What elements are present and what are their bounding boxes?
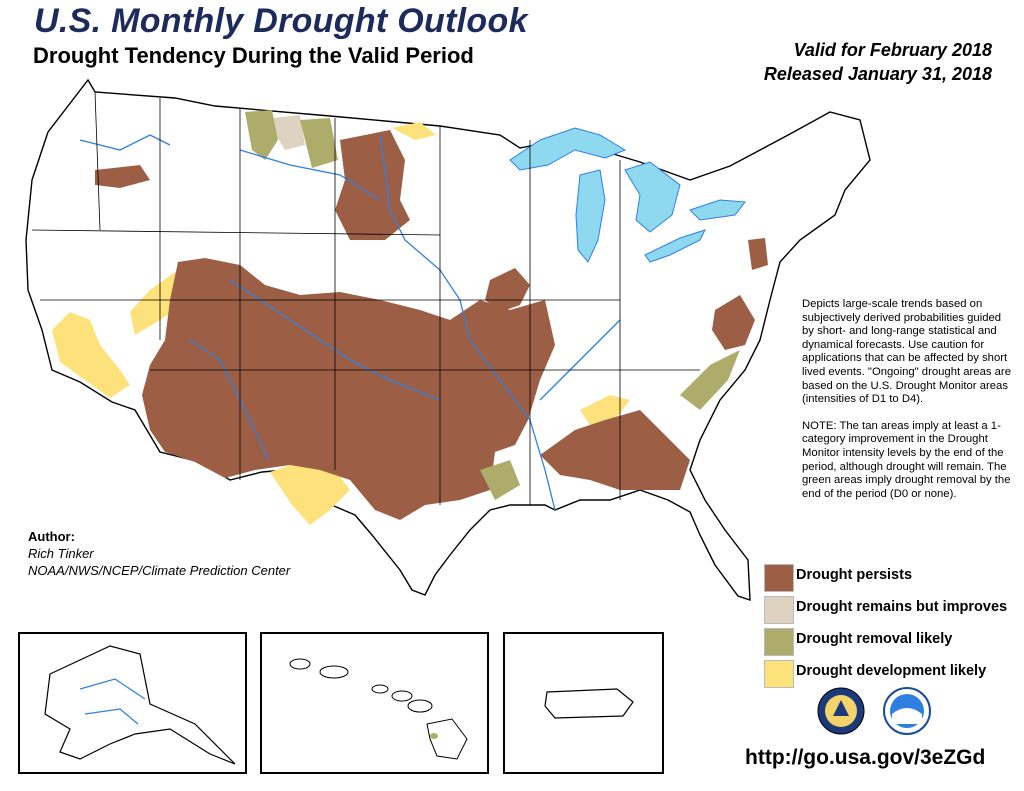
drought-removal-areas: [245, 110, 740, 500]
puerto-rico-map: [544, 688, 634, 719]
lake-superior: [509, 127, 627, 171]
description-text: Depicts large-scale trends based on subj…: [802, 298, 1016, 514]
lake-ontario: [689, 199, 746, 221]
valid-line: Valid for February 2018: [793, 40, 992, 60]
legend-label-removal: Drought removal likely: [796, 631, 953, 647]
description-paragraph-2: NOTE: The tan areas imply at least a 1-c…: [802, 419, 1011, 500]
alaska-inset: [18, 632, 247, 774]
author-org: NOAA/NWS/NCEP/Climate Prediction Center: [28, 563, 291, 578]
alaska-map: [44, 645, 236, 765]
puerto-rico-inset: [503, 632, 664, 774]
drought-improves-area: [272, 115, 305, 150]
hawaii-map: [289, 658, 468, 760]
legend-label-improves: Drought remains but improves: [796, 599, 1008, 615]
lake-huron: [624, 161, 681, 233]
lake-michigan: [575, 169, 606, 263]
legend-swatch-development: [764, 660, 794, 688]
noaa-logo-icon: [882, 686, 932, 741]
released-line: Released January 31, 2018: [763, 64, 992, 84]
valid-period: Valid for February 2018 Released January…: [764, 38, 992, 86]
doc-seal-icon: [816, 686, 866, 741]
page-subtitle: Drought Tendency During the Valid Period: [33, 43, 474, 68]
description-paragraph-1: Depicts large-scale trends based on subj…: [802, 298, 1011, 406]
legend-swatch-removal: [764, 628, 794, 656]
author-heading: Author:: [28, 529, 75, 544]
legend-swatch-improves: [764, 596, 794, 624]
legend-swatch-persists: [764, 564, 794, 592]
lake-erie: [644, 229, 706, 263]
author-name: Rich Tinker: [28, 546, 94, 561]
author-block: Author: Rich Tinker NOAA/NWS/NCEP/Climat…: [28, 528, 290, 579]
page-title: U.S. Monthly Drought Outlook: [34, 2, 528, 40]
state-borders: [31, 91, 700, 505]
outlook-url[interactable]: http://go.usa.gov/3eZGd: [745, 746, 986, 769]
hawaii-inset: [260, 632, 489, 774]
legend-label-development: Drought development likely: [796, 663, 987, 679]
legend-label-persists: Drought persists: [796, 567, 913, 583]
